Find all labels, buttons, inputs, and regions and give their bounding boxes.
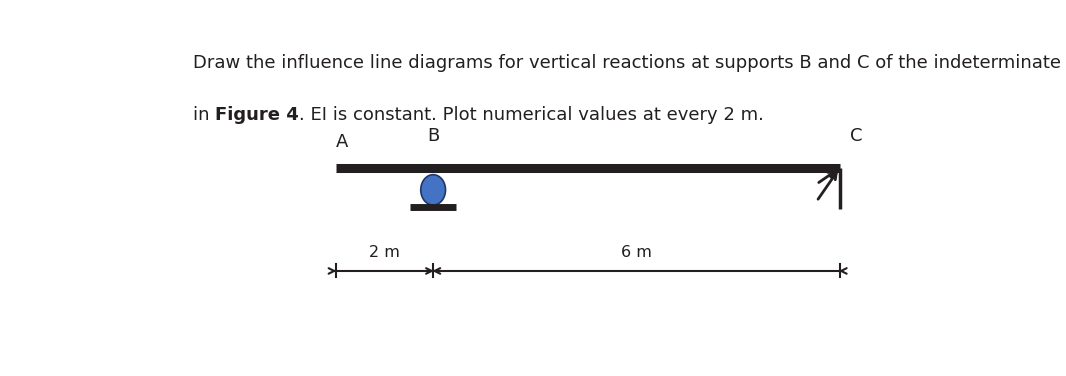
Text: 2 m: 2 m	[369, 245, 400, 259]
Text: A: A	[336, 133, 348, 151]
Text: C: C	[851, 127, 862, 145]
Text: Figure 4: Figure 4	[215, 106, 298, 124]
Text: . EI is constant. Plot numerical values at every 2 m.: . EI is constant. Plot numerical values …	[298, 106, 763, 124]
Text: Draw the influence line diagrams for vertical reactions at supports B and C of t: Draw the influence line diagrams for ver…	[193, 54, 1066, 72]
Text: B: B	[427, 127, 439, 145]
Text: in: in	[193, 106, 215, 124]
Ellipse shape	[421, 175, 446, 205]
Text: 6 m: 6 m	[620, 245, 651, 259]
